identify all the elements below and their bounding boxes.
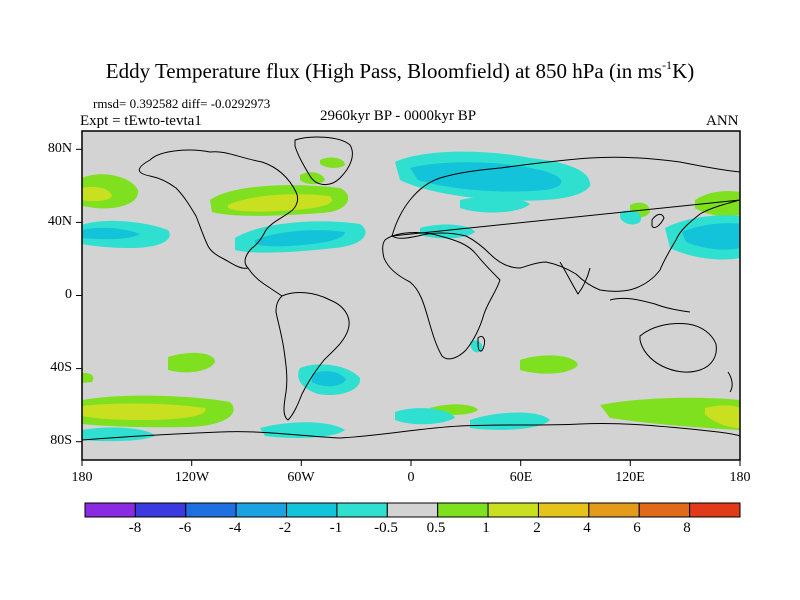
colorbar-swatch <box>437 502 489 518</box>
experiment-label: Expt = tEwto-tevta1 <box>80 113 202 129</box>
anomaly-positive-sw-atl <box>82 372 94 383</box>
anomaly-negative-japan <box>620 210 642 225</box>
anomaly-negative-npac-east-core <box>682 223 740 250</box>
map-ticks <box>76 148 741 466</box>
anomaly-positive-southern-east-core <box>705 405 740 428</box>
colorbar-swatch <box>84 502 136 518</box>
anomaly-negative-nordic-core <box>410 162 562 192</box>
season-label: ANN <box>706 113 739 129</box>
colorbar-swatch <box>386 502 439 518</box>
anomaly-positive-sa-south-core <box>82 403 206 420</box>
colorbar-label: -6 <box>178 520 192 536</box>
coast-australia <box>639 323 717 373</box>
coast-europe-asia <box>390 156 740 292</box>
lat-label-80s: 80S <box>50 433 72 448</box>
anomaly-positive-spac <box>168 352 215 373</box>
anomaly-negative-sind-west <box>395 408 455 425</box>
title-main: Eddy Temperature flux (High Pass, Bloomf… <box>105 59 663 83</box>
lat-label-80n: 80N <box>47 141 72 156</box>
period-label: 2960kyr BP - 0000kyr BP <box>320 108 477 124</box>
colorbar-swatch <box>134 502 187 518</box>
anomaly-negative-satl-core <box>312 371 346 387</box>
colorbar-label: -1 <box>329 520 343 536</box>
anomaly-positive-sind <box>520 355 578 374</box>
coast-africa <box>382 232 501 360</box>
anomaly-negative-southern-west <box>82 427 155 442</box>
anomaly-positive-npac-west-core <box>82 186 112 202</box>
colorbar-swatch <box>588 502 640 518</box>
lon-label-180e: 180 <box>729 470 751 485</box>
colorbar-swatch <box>185 502 237 518</box>
lat-label-0: 0 <box>65 287 72 302</box>
lon-label-120w: 120W <box>174 470 210 485</box>
colorbar-label: -8 <box>128 520 142 536</box>
colorbar-swatch <box>286 502 338 518</box>
coast-greenland <box>294 136 353 185</box>
lon-label-60e: 60E <box>509 470 533 485</box>
colorbar-label: 8 <box>683 520 691 536</box>
lat-label-40s: 40S <box>50 360 72 375</box>
coast-south-america <box>275 292 350 421</box>
anomaly-positive-nwpac <box>695 190 740 217</box>
colorbar-swatch <box>537 502 590 518</box>
colorbar-swatch <box>336 502 388 518</box>
coast-madagascar <box>477 335 485 352</box>
anomaly-positive-greenland <box>320 157 345 168</box>
coast-new-zealand <box>727 371 733 393</box>
colorbar-label: 4 <box>583 520 591 536</box>
title-superscript: -1 <box>662 58 673 72</box>
anomaly-negative-europe <box>460 196 530 213</box>
anomaly-positive-natl-core <box>228 194 332 212</box>
lon-label-180w: 180 <box>71 470 93 485</box>
anomaly-positive-southern-east <box>600 397 740 430</box>
coast-india <box>559 261 591 295</box>
lon-label-0: 0 <box>407 470 415 485</box>
coast-north-america <box>138 149 299 269</box>
lon-label-120e: 120E <box>615 470 645 485</box>
lat-label-40n: 40N <box>47 214 72 229</box>
anomaly-negative-npac-west-core <box>82 227 140 240</box>
coast-indonesia <box>609 297 691 313</box>
colorbar-label: -0.5 <box>374 520 398 536</box>
coast-antarctica <box>82 422 740 441</box>
colorbar-label: 6 <box>633 520 641 536</box>
coastlines <box>82 136 740 441</box>
anomaly-fields <box>82 151 740 442</box>
plot-title: Eddy Temperature flux (High Pass, Bloomf… <box>0 58 800 84</box>
colorbar-label: -4 <box>228 520 242 536</box>
coast-japan <box>651 213 665 229</box>
anomaly-negative-natl-core <box>255 230 345 247</box>
anomaly-positive-labrador <box>300 172 325 185</box>
coast-central-america <box>247 267 283 297</box>
title-end: K) <box>672 59 695 83</box>
lon-label-60w: 60W <box>287 470 315 485</box>
colorbar-label: 0.5 <box>426 520 446 536</box>
colorbar-label: 2 <box>533 520 541 536</box>
colorbar-label: 1 <box>482 520 490 536</box>
colorbar-swatch <box>487 502 539 518</box>
colorbar-label: -2 <box>278 520 292 536</box>
colorbar-swatch <box>638 502 691 518</box>
colorbar <box>84 502 741 518</box>
colorbar-swatch <box>235 502 288 518</box>
stats-text: rmsd= 0.392582 diff= -0.0292973 <box>93 96 271 111</box>
colorbar-swatch <box>689 502 741 518</box>
